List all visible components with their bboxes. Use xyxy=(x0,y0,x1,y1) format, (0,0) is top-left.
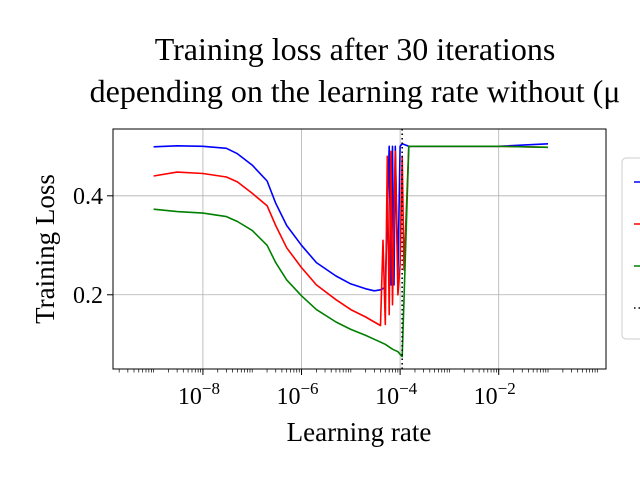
axes-frame xyxy=(112,128,607,370)
x-tick-label: 10−2 xyxy=(474,379,516,410)
y-tick-label: 0.4 xyxy=(73,184,103,210)
axis-ticks: 10−8 10−6 10−4 10−2 0.2 0.4 xyxy=(73,184,598,410)
x-axis-label: Learning rate xyxy=(287,417,432,447)
chart-title-line-2: depending on the learning rate without (… xyxy=(90,73,621,109)
series-line-3 xyxy=(153,145,549,358)
y-tick-label: 0.2 xyxy=(73,283,103,309)
x-tick-label: 10−8 xyxy=(178,379,220,410)
chart-title-line-1: Training loss after 30 iterations xyxy=(155,31,556,67)
legend-box xyxy=(621,157,640,340)
chart-title: Training loss after 30 iterations depend… xyxy=(90,31,621,109)
y-axis-label: Training Loss xyxy=(30,174,60,324)
series-line-1 xyxy=(153,143,549,292)
series-line-2 xyxy=(153,145,549,327)
x-tick-label: 10−6 xyxy=(276,379,318,410)
x-tick-label: 10−4 xyxy=(375,379,418,410)
series-lines xyxy=(153,129,549,369)
legend xyxy=(621,157,640,340)
plot-area xyxy=(153,129,549,369)
